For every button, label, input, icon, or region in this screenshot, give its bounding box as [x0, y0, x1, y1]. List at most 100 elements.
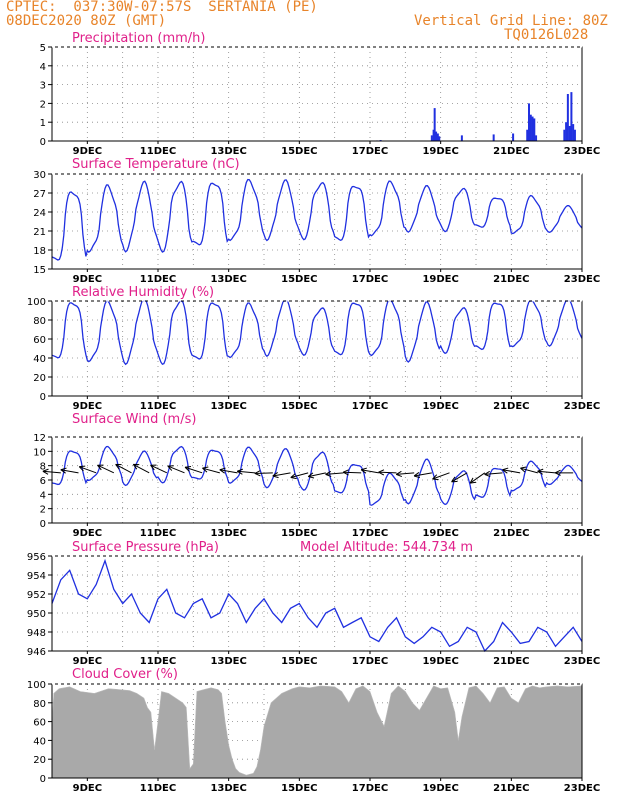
wind-arrow: [396, 472, 415, 475]
wind-arrow-head: [254, 470, 261, 477]
x-tick-label: 23DEC: [564, 656, 600, 667]
precip-bar: [572, 124, 575, 141]
x-tick-label: 19DEC: [422, 656, 458, 667]
model-altitude-label: Model Altitude: 544.734 m: [300, 540, 473, 555]
x-tick-label: 19DEC: [422, 528, 458, 539]
run-date-header: 08DEC2020 80Z (GMT): [6, 13, 167, 29]
x-tick-label: 15DEC: [281, 146, 317, 157]
series-line: [51, 300, 583, 366]
y-tick-label: 1: [40, 118, 46, 129]
y-tick-label: 2: [40, 99, 46, 110]
wind-arrow-head: [167, 465, 174, 471]
x-tick-label: 19DEC: [422, 274, 458, 285]
y-tick-label: 100: [27, 680, 46, 691]
x-tick-label: 17DEC: [352, 783, 388, 794]
y-tick-label: 30: [33, 170, 46, 181]
x-tick-label: 19DEC: [422, 146, 458, 157]
x-tick-label: 9DEC: [73, 528, 102, 539]
wind-arrow-head: [484, 470, 491, 477]
panel-frame: [51, 173, 583, 270]
wind-arrow-head: [432, 474, 439, 481]
y-tick-label: 100: [27, 297, 46, 308]
precip-bar: [528, 103, 530, 141]
x-tick-label: 17DEC: [352, 528, 388, 539]
x-tick-label: 23DEC: [564, 146, 600, 157]
wind-arrow-head: [42, 468, 49, 475]
y-tick-label: 21: [33, 227, 46, 238]
precip-bar: [432, 129, 435, 141]
wind-arrow-head: [115, 463, 122, 470]
x-tick-label: 11DEC: [140, 401, 176, 412]
x-tick-label: 21DEC: [493, 528, 529, 539]
wind-arrow: [537, 470, 556, 474]
x-tick-label: 21DEC: [493, 146, 529, 157]
precip-bar: [436, 133, 439, 141]
wind-arrow: [97, 464, 115, 474]
wind-arrow-head: [184, 465, 192, 472]
y-tick-label: 8: [40, 462, 46, 473]
precip-bar: [512, 133, 515, 141]
x-tick-label: 17DEC: [352, 274, 388, 285]
model-id: TQ0126L028: [504, 27, 589, 43]
panel-title: Surface Wind (m/s): [72, 412, 196, 427]
y-tick-label: 0: [40, 392, 46, 403]
precip-bar: [435, 131, 438, 141]
x-tick-label: 13DEC: [210, 401, 246, 412]
y-tick-label: 80: [33, 316, 46, 327]
wind-arrow: [451, 472, 468, 483]
y-tick-label: 40: [33, 736, 46, 747]
y-tick-label: 3: [40, 81, 46, 92]
y-tick-label: 950: [27, 609, 46, 620]
precip-bar: [433, 108, 436, 141]
wind-arrow: [150, 464, 168, 474]
precip-bar: [565, 122, 568, 141]
x-tick-label: 9DEC: [73, 274, 102, 285]
wind-arrow-head: [219, 467, 226, 474]
x-tick-label: 11DEC: [140, 783, 176, 794]
wind-arrow: [361, 469, 379, 474]
wind-arrow-head: [307, 472, 315, 479]
wind-arrow-head: [78, 465, 86, 472]
y-tick-label: 12: [33, 433, 46, 444]
wind-arrow: [308, 472, 326, 478]
y-tick-label: 946: [27, 647, 46, 658]
x-tick-label: 11DEC: [140, 274, 176, 285]
wind-arrow-head: [451, 476, 458, 483]
y-tick-label: 27: [33, 189, 46, 200]
x-tick-label: 13DEC: [210, 274, 246, 285]
panel-3: Relative Humidity (%) 0 20 40 60 80 100 9DEC 11D…: [27, 285, 600, 412]
station-header: CPTEC: 037:30W-07:57S SERTANIA (PE): [6, 0, 318, 15]
wind-arrow: [184, 466, 203, 474]
x-tick-label: 21DEC: [493, 401, 529, 412]
wind-arrow: [484, 472, 503, 475]
x-tick-label: 23DEC: [564, 401, 600, 412]
x-tick-label: 21DEC: [493, 656, 529, 667]
wind-arrow: [167, 465, 185, 474]
x-tick-label: 13DEC: [210, 146, 246, 157]
y-tick-label: 0: [40, 774, 46, 785]
precip-bar: [526, 129, 529, 141]
wind-arrow-head: [360, 467, 368, 474]
precip-bar: [430, 135, 433, 141]
wind-arrow: [378, 471, 397, 474]
cloud-cover-area: [51, 685, 583, 779]
x-tick-label: 21DEC: [493, 783, 529, 794]
y-tick-label: 20: [33, 373, 46, 384]
wind-arrow-head: [132, 463, 140, 470]
panel-title: Cloud Cover (%): [72, 667, 178, 682]
wind-arrow: [432, 472, 450, 480]
y-tick-label: 5: [40, 43, 46, 54]
y-tick-label: 60: [33, 335, 46, 346]
x-tick-label: 11DEC: [140, 146, 176, 157]
wind-arrow-head: [502, 467, 509, 474]
x-tick-label: 21DEC: [493, 274, 529, 285]
y-tick-label: 948: [27, 628, 46, 639]
precip-bar: [570, 92, 573, 141]
wind-arrow-head: [537, 468, 544, 475]
wind-arrow: [469, 472, 486, 484]
y-tick-label: 6: [40, 476, 46, 487]
wind-arrow: [254, 472, 273, 474]
x-tick-label: 9DEC: [73, 656, 102, 667]
wind-arrow: [79, 466, 97, 474]
x-tick-label: 15DEC: [281, 401, 317, 412]
